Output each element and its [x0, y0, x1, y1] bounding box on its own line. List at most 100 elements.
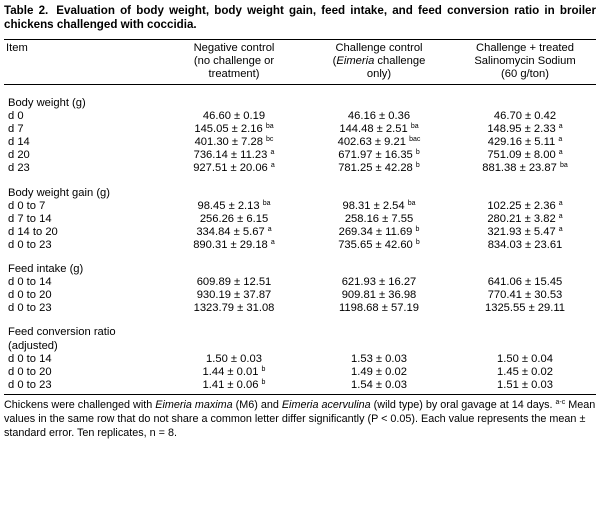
row-label: d 0 to 20	[8, 365, 52, 378]
header-challenge-treated: Challenge + treated Salinomycin Sodium (…	[474, 42, 576, 80]
table-row: d 0 46.60 ± 0.19 46.16 ± 0.36 46.70 ± 0.42	[4, 110, 596, 123]
cell-c1: 334.84 ± 5.67 a	[196, 225, 272, 238]
cell-c2: 269.34 ± 11.69 b	[338, 225, 420, 238]
row-label: d 23	[8, 162, 30, 175]
cell-c3: 429.16 ± 5.11 a	[487, 136, 563, 149]
significance-letter: ba	[265, 123, 274, 131]
table-row: d 23 927.51 ± 20.06 a 781.25 ± 42.28 b 881.…	[4, 162, 596, 175]
table-body: Body weight (g) d 0 46.60 ± 0.19 46.16 ± 0.…	[4, 85, 596, 395]
table-row: d 0 to 23 1323.79 ± 31.08 1198.68 ± 57.19 1…	[4, 302, 596, 315]
cell-c2: 258.16 ± 7.55	[344, 212, 414, 225]
cell-c3: 280.21 ± 3.82 a	[487, 212, 563, 225]
cell-c1: 1.44 ± 0.01 b	[202, 365, 266, 378]
cell-c2: 671.97 ± 16.35 b	[338, 149, 420, 162]
table-row: d 0 to 23 1.41 ± 0.06 b 1.54 ± 0.03 1.51 ± …	[4, 378, 596, 395]
table-footnote: Chickens were challenged with Eimeria ma…	[4, 398, 596, 439]
results-table: Item Negative control (no challenge or t…	[4, 39, 596, 395]
significance-letter: a	[558, 123, 563, 131]
group-title-feed-conversion-adjusted: (adjusted)	[8, 339, 58, 352]
cell-c2: 1.53 ± 0.03	[351, 352, 407, 365]
group-title-feed-conversion: Feed conversion ratio	[8, 326, 116, 339]
cell-c3: 770.41 ± 30.53	[487, 289, 563, 302]
cell-c1: 1.41 ± 0.06 b	[164, 378, 304, 395]
cell-c3: 881.38 ± 23.87 ba	[482, 162, 568, 175]
cell-c1: 401.30 ± 7.28 bc	[194, 136, 274, 149]
table-row: d 0 to 14 609.89 ± 12.51 621.93 ± 16.27 641…	[4, 276, 596, 289]
cell-c3: 834.03 ± 23.61	[487, 238, 563, 251]
cell-c2: 781.25 ± 42.28 b	[338, 162, 420, 175]
cell-c3: 148.95 ± 2.33 a	[487, 123, 563, 136]
group-title-body-weight-gain: Body weight gain (g)	[8, 186, 110, 199]
table-row: d 7 to 14 256.26 ± 6.15 258.16 ± 7.55 280.2…	[4, 213, 596, 226]
row-label: d 20	[8, 149, 30, 162]
significance-letter: b	[415, 149, 420, 157]
header-item: Item	[6, 42, 28, 54]
significance-letter: a	[558, 212, 563, 220]
significance-letter: a	[558, 136, 563, 144]
header-negative-control: Negative control (no challenge or treatm…	[193, 42, 275, 80]
cell-c1: 98.45 ± 2.13 ba	[197, 199, 271, 212]
cell-c2: 621.93 ± 16.27	[341, 276, 417, 289]
significance-letter: b	[415, 238, 420, 246]
cell-c3: 751.09 ± 8.00 a	[487, 149, 563, 162]
row-label: d 0 to 14	[8, 352, 52, 365]
row-label: d 7	[8, 123, 24, 136]
cell-c3: 641.06 ± 15.45	[487, 276, 563, 289]
table-header-row: Item Negative control (no challenge or t…	[4, 39, 596, 85]
row-label: d 0 to 23	[4, 378, 164, 395]
cell-c1: 145.05 ± 2.16 ba	[194, 123, 274, 136]
table-row: d 7 145.05 ± 2.16 ba 144.48 ± 2.51 ba 148.9…	[4, 123, 596, 136]
significance-letter: a	[558, 225, 563, 233]
cell-c2: 1.54 ± 0.03	[304, 378, 454, 395]
significance-letter: a	[558, 199, 563, 207]
table-label: Table 2.	[4, 4, 49, 17]
row-label: d 0 to 23	[8, 238, 52, 251]
header-challenge-control: Challenge control (Eimeria challenge onl…	[332, 42, 426, 80]
table-row: d 0 to 23 890.31 ± 29.18 a 735.65 ± 42.60 …	[4, 239, 596, 252]
cell-c1: 890.31 ± 29.18 a	[193, 238, 275, 251]
significance-letter: b	[415, 225, 420, 233]
table-title: Evaluation of body weight, body weight g…	[4, 4, 596, 31]
cell-c3: 1.51 ± 0.03	[454, 378, 596, 395]
significance-letter: ba	[410, 123, 419, 131]
cell-c2: 909.81 ± 36.98	[341, 289, 417, 302]
cell-c3: 1.50 ± 0.04	[497, 352, 553, 365]
cell-c1: 46.60 ± 0.19	[202, 110, 266, 123]
row-label: d 14	[8, 136, 30, 149]
cell-c3: 321.93 ± 5.47 a	[487, 225, 563, 238]
significance-letter: a	[558, 149, 563, 157]
cell-c2: 1.49 ± 0.02	[351, 365, 407, 378]
cell-c2: 144.48 ± 2.51 ba	[339, 123, 419, 136]
significance-letter: b	[415, 162, 420, 170]
table-row: d 14 to 20 334.84 ± 5.67 a 269.34 ± 11.69 …	[4, 226, 596, 239]
significance-letter: a	[270, 238, 275, 246]
significance-letter: ba	[407, 199, 416, 207]
group-title-feed-intake: Feed intake (g)	[8, 263, 84, 276]
cell-c1: 609.89 ± 12.51	[196, 276, 272, 289]
cell-c1: 256.26 ± 6.15	[199, 212, 269, 225]
cell-c2: 402.63 ± 9.21 bac	[337, 136, 421, 149]
group-title-body-weight: Body weight (g)	[8, 97, 86, 109]
significance-letter: a	[270, 149, 275, 157]
cell-c3: 1.45 ± 0.02	[497, 365, 553, 378]
significance-letter: a	[270, 162, 275, 170]
significance-letter: a	[267, 225, 272, 233]
significance-letter: bc	[266, 136, 274, 144]
row-label: d 0 to 7	[8, 199, 46, 212]
cell-c2: 735.65 ± 42.60 b	[338, 238, 420, 251]
cell-c3: 1325.55 ± 29.11	[485, 302, 565, 315]
table-row: d 0 to 20 1.44 ± 0.01 b 1.49 ± 0.02 1.45 ± …	[4, 366, 596, 379]
cell-c2: 1198.68 ± 57.19	[339, 302, 419, 315]
table-row: d 20 736.14 ± 11.23 a 671.97 ± 16.35 b 751.…	[4, 149, 596, 162]
cell-c1: 927.51 ± 20.06 a	[193, 162, 275, 175]
cell-c3: 46.70 ± 0.42	[493, 110, 557, 123]
cell-c1: 1.50 ± 0.03	[206, 352, 262, 365]
row-label: d 14 to 20	[8, 225, 58, 238]
significance-letter: b	[261, 378, 266, 386]
table-row: d 14 401.30 ± 7.28 bc 402.63 ± 9.21 bac 429…	[4, 136, 596, 149]
significance-letter: b	[261, 365, 266, 373]
significance-letter: ba	[262, 199, 271, 207]
table-row: d 0 to 20 930.19 ± 37.87 909.81 ± 36.98 770…	[4, 289, 596, 302]
cell-c1: 930.19 ± 37.87	[196, 289, 272, 302]
